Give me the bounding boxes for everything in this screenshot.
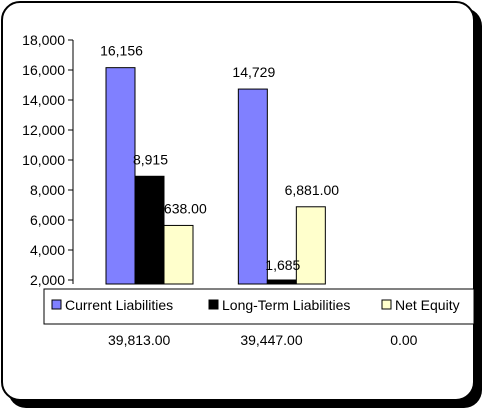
data-label: 8,915	[133, 151, 168, 167]
y-tick-label: 6,000	[30, 212, 65, 228]
x-category-label: 39,447.00	[240, 332, 302, 348]
bar-long-term-liabilities	[266, 279, 297, 285]
bar-net-equity	[163, 224, 194, 285]
x-category-label: 0.00	[390, 332, 417, 348]
y-tick-label: 10,000	[22, 152, 65, 168]
y-tick-label: 2,000	[30, 272, 65, 288]
legend-swatch	[51, 299, 62, 310]
bar-current-liabilities	[237, 88, 268, 285]
y-tick-label: 18,000	[22, 32, 65, 48]
x-category-label: 39,813.00	[108, 332, 170, 348]
data-label: 16,156	[100, 43, 143, 59]
bar-current-liabilities	[105, 67, 136, 285]
legend-swatch	[381, 299, 392, 310]
y-tick-label: 8,000	[30, 182, 65, 198]
data-label: 14,729	[232, 64, 275, 80]
legend-box	[43, 288, 475, 325]
legend-label: Current Liabilities	[65, 297, 173, 313]
bar-net-equity	[295, 206, 326, 285]
bar-long-term-liabilities	[134, 175, 165, 285]
y-tick-label: 14,000	[22, 92, 65, 108]
y-tick-label: 16,000	[22, 62, 65, 78]
data-label: 5,638.00	[152, 200, 207, 216]
legend-label: Net Equity	[395, 297, 460, 313]
data-label: 1,685	[265, 257, 300, 273]
data-label: 6,881.00	[285, 182, 340, 198]
y-tick-label: 12,000	[22, 122, 65, 138]
legend-label: Long-Term Liabilities	[222, 297, 350, 313]
y-tick-label: 4,000	[30, 242, 65, 258]
legend-swatch	[208, 299, 219, 310]
